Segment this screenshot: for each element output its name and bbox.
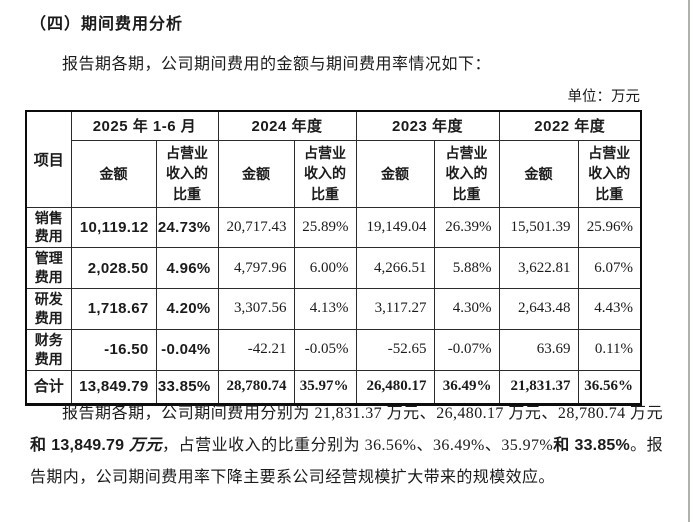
intro-paragraph: 报告期各期，公司期间费用的金额与期间费用率情况如下： <box>62 56 492 73</box>
amount-cell: 4,266.51 <box>355 247 435 290</box>
amount-cell: 4,797.96 <box>217 247 295 290</box>
amount-cell: 21,831.37 <box>498 369 579 405</box>
unit-label: 单位：万元 <box>567 89 641 105</box>
ratio-cell: 4.96% <box>155 247 219 290</box>
period-header-2023: 2023 年度 <box>355 110 500 141</box>
amount-header: 金额 <box>498 139 579 208</box>
ratio-cell: 4.43% <box>577 288 642 330</box>
amount-header: 金额 <box>217 139 295 208</box>
row-label: 研发费用 <box>25 288 72 330</box>
analysis-bold-conjunction: 和 <box>30 437 47 454</box>
ratio-cell: -0.04% <box>155 328 219 371</box>
table-row-selling-expense: 销售费用 10,119.12 24.73% 20,717.43 25.89% 1… <box>25 206 642 249</box>
analysis-text-segment: 报告期各期，公司期间费用分别为 21,831.37 万元、26,480.17 万… <box>62 405 663 422</box>
table-row-finance-expense: 财务费用 -16.50 -0.04% -42.21 -0.05% -52.65 … <box>25 328 642 371</box>
amount-cell: -52.65 <box>355 328 435 371</box>
ratio-cell: 4.20% <box>155 288 219 330</box>
ratio-cell: 35.97% <box>293 369 357 405</box>
ratio-cell: -0.05% <box>293 328 357 371</box>
ratio-cell: 4.13% <box>293 288 357 330</box>
ratio-header: 占营业收入的比重 <box>155 139 219 208</box>
table-row-admin-expense: 管理费用 2,028.50 4.96% 4,797.96 6.00% 4,266… <box>25 247 642 290</box>
amount-cell: 3,307.56 <box>217 288 295 330</box>
row-label: 财务费用 <box>25 328 72 371</box>
ratio-cell: 6.00% <box>293 247 357 290</box>
amount-cell: 13,849.79 <box>70 369 157 405</box>
amount-cell: 1,718.67 <box>70 288 157 330</box>
amount-header: 金额 <box>70 139 157 208</box>
ratio-header: 占营业收入的比重 <box>433 139 500 208</box>
amount-cell: 63.69 <box>498 328 579 371</box>
analysis-bold-percent: 33.85% <box>569 437 630 454</box>
ratio-cell: 4.30% <box>433 288 500 330</box>
ratio-cell: 5.88% <box>433 247 500 290</box>
period-header-2022: 2022 年度 <box>498 110 642 141</box>
ratio-header: 占营业收入的比重 <box>293 139 357 208</box>
ratio-cell: 36.56% <box>577 369 642 405</box>
amount-cell: -42.21 <box>217 328 295 371</box>
ratio-cell: 0.11% <box>577 328 642 371</box>
amount-header: 金额 <box>355 139 435 208</box>
period-expense-table: 项目 2025 年 1-6 月 2024 年度 2023 年度 2022 年度 … <box>25 110 643 406</box>
table-row-rd-expense: 研发费用 1,718.67 4.20% 3,307.56 4.13% 3,117… <box>25 288 642 330</box>
period-header-2024: 2024 年度 <box>217 110 357 141</box>
row-label: 销售费用 <box>25 206 72 249</box>
analysis-bold-amount: 13,849.79 <box>46 437 130 454</box>
amount-cell: 3,622.81 <box>498 247 579 290</box>
amount-cell: -16.50 <box>70 328 157 371</box>
ratio-cell: 36.49% <box>433 369 500 405</box>
amount-cell: 20,717.43 <box>217 206 295 249</box>
row-label: 合计 <box>25 369 72 405</box>
ratio-cell: 24.73% <box>155 206 219 249</box>
analysis-bold-conjunction: 和 <box>553 437 570 454</box>
amount-cell: 3,117.27 <box>355 288 435 330</box>
period-header-2025: 2025 年 1-6 月 <box>70 110 219 141</box>
page-edge-line <box>688 0 690 522</box>
ratio-header: 占营业收入的比重 <box>577 139 642 208</box>
ratio-cell: 26.39% <box>433 206 500 249</box>
amount-cell: 2,028.50 <box>70 247 157 290</box>
amount-cell: 2,643.48 <box>498 288 579 330</box>
item-column-header: 项目 <box>25 110 72 208</box>
analysis-bold-unit: 万元 <box>129 437 163 454</box>
analysis-text-segment: ，占营业收入的比重分别为 36.56%、36.49%、35.97% <box>162 437 554 454</box>
row-label: 管理费用 <box>25 247 72 290</box>
analysis-text-segment: 。报告期内，公司期间费用率下降主要系公司经营规模扩大带来的规模效应。 <box>30 437 663 486</box>
section-title: （四）期间费用分析 <box>30 16 184 33</box>
ratio-cell: 25.89% <box>293 206 357 249</box>
ratio-cell: 6.07% <box>577 247 642 290</box>
table-row-total: 合计 13,849.79 33.85% 28,780.74 35.97% 26,… <box>25 369 642 405</box>
amount-cell: 10,119.12 <box>70 206 157 249</box>
ratio-cell: 25.96% <box>577 206 642 249</box>
analysis-paragraph: 报告期各期，公司期间费用分别为 21,831.37 万元、26,480.17 万… <box>30 398 663 494</box>
ratio-cell: -0.07% <box>433 328 500 371</box>
amount-cell: 15,501.39 <box>498 206 579 249</box>
amount-cell: 19,149.04 <box>355 206 435 249</box>
amount-cell: 28,780.74 <box>217 369 295 405</box>
